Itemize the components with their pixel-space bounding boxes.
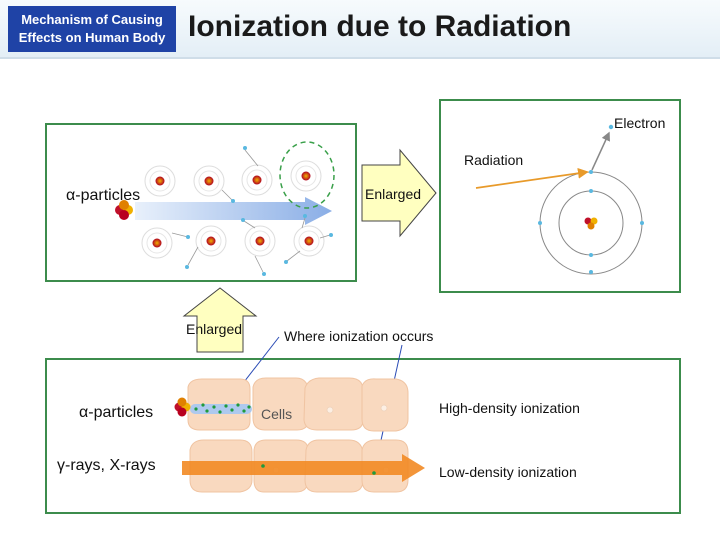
cell — [252, 377, 310, 431]
atom — [141, 227, 173, 259]
section-tag: Mechanism of Causing Effects on Human Bo… — [8, 6, 176, 52]
atom-panel — [439, 99, 681, 293]
section-tag-line1: Mechanism of Causing — [21, 12, 163, 27]
gamma-xray-arrow — [182, 454, 425, 482]
ejected-electrons — [171, 146, 333, 276]
atom — [241, 164, 273, 196]
atom-group-bottom-row — [141, 225, 325, 259]
electron-ejection-arrow — [591, 131, 610, 171]
gamma-xray-label: γ-rays, X-rays — [57, 457, 156, 474]
enlarged-up-label: Enlarged — [186, 321, 243, 337]
enlarged-up-arrow — [182, 287, 258, 353]
enlarged-region-marker — [279, 141, 335, 209]
atom — [195, 225, 227, 257]
ejected-electron — [608, 124, 614, 130]
high-density-label: High-density ionization — [439, 400, 580, 416]
atom — [290, 160, 322, 192]
ionization-callout-label: Where ionization occurs — [284, 328, 434, 344]
atom — [144, 165, 176, 197]
alpha-particles-label-bottom: α-particles — [79, 404, 154, 421]
atom-group-top-row — [144, 160, 322, 197]
cell — [303, 377, 364, 431]
cells-label: Cells — [261, 406, 293, 422]
radiation-label: Radiation — [464, 152, 524, 168]
header-divider — [0, 57, 720, 59]
enlarged-right-arrow — [361, 148, 437, 238]
high-density-ionization-points — [194, 403, 251, 414]
radiation-arrow — [475, 167, 589, 189]
atom — [244, 225, 276, 257]
atom — [293, 225, 325, 257]
low-density-ionization-points — [261, 464, 376, 475]
enlarged-right-label: Enlarged — [365, 186, 422, 202]
alpha-particle-icon — [115, 200, 133, 220]
alpha-particles-label-top: α-particles — [66, 187, 141, 204]
alpha-particle-icon-bottom — [174, 397, 191, 417]
atom — [193, 165, 225, 197]
low-density-label: Low-density ionization — [439, 464, 577, 480]
alpha-beam-arrow — [135, 197, 332, 225]
enlarged-atom — [538, 170, 644, 275]
electron-label: Electron — [614, 115, 666, 131]
section-tag-line2: Effects on Human Body — [18, 30, 166, 45]
page-title: Ionization due to Radiation — [188, 10, 572, 43]
